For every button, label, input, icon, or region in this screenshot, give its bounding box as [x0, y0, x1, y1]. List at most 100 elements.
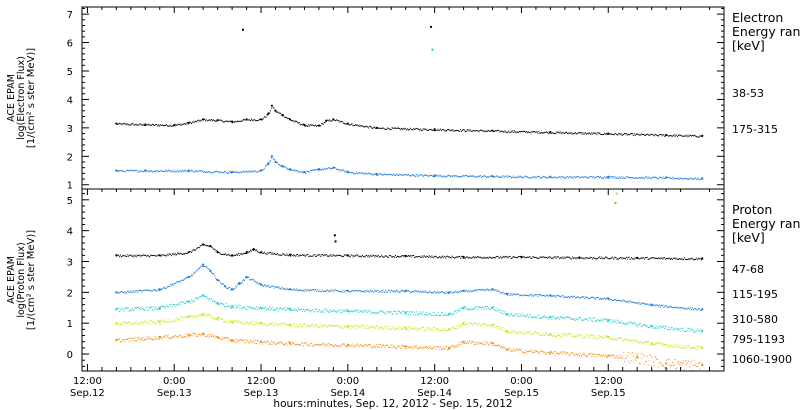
trace-dot: [426, 311, 428, 313]
trace-dot: [249, 171, 251, 173]
trace-dot: [341, 327, 343, 329]
trace-dot: [289, 118, 291, 120]
trace-dot: [660, 325, 662, 327]
trace-dot: [327, 326, 329, 328]
trace-dot: [468, 130, 470, 132]
trace-dot: [468, 291, 470, 293]
trace-dot: [131, 337, 133, 339]
trace-dot: [362, 325, 364, 327]
trace-dot: [693, 330, 695, 332]
trace-dot: [435, 291, 437, 293]
trace-dot: [552, 132, 554, 134]
trace-dot: [511, 332, 513, 334]
trace-dot: [688, 307, 690, 309]
trace-dot: [119, 323, 121, 325]
trace-dot: [295, 309, 297, 311]
trace-dot: [161, 124, 163, 126]
trace-dot: [531, 317, 533, 319]
trace-dot: [342, 255, 344, 257]
trace-dot: [574, 297, 576, 299]
trace-dot: [615, 257, 617, 259]
trace-dot: [627, 339, 629, 341]
trace-dot: [624, 324, 626, 326]
trace-dot: [402, 174, 404, 176]
trace-dot: [296, 309, 298, 311]
trace-dot: [474, 176, 476, 178]
trace-dot: [678, 134, 680, 136]
trace-dot: [471, 340, 473, 342]
trace-dot: [674, 258, 676, 260]
trace-dot: [373, 173, 375, 175]
trace-dot: [140, 307, 142, 309]
trace-dot: [591, 257, 593, 259]
trace-dot: [631, 301, 633, 303]
trace-dot: [454, 345, 456, 347]
trace-dot: [429, 345, 431, 347]
trace-dot: [223, 121, 225, 123]
trace-dot: [673, 307, 675, 309]
trace-dot: [460, 341, 462, 343]
trace-dot: [288, 117, 290, 119]
trace-dot: [441, 175, 443, 177]
trace-dot: [558, 295, 560, 297]
trace-dot: [207, 120, 209, 122]
trace-dot: [362, 324, 364, 326]
trace-dot: [171, 171, 173, 173]
trace-dot: [617, 258, 619, 260]
trace-dot: [488, 325, 490, 327]
trace-dot: [379, 311, 381, 313]
trace-dot: [422, 347, 424, 349]
trace-dot: [425, 128, 427, 130]
trace-dot: [395, 173, 397, 175]
trace-dot: [454, 346, 456, 348]
trace-dot: [276, 324, 278, 326]
trace-dot: [243, 342, 245, 344]
trace-dot: [489, 289, 491, 291]
trace-dot: [335, 311, 337, 313]
trace-dot: [552, 335, 554, 337]
trace-dot: [158, 307, 160, 309]
trace-dot: [424, 313, 426, 315]
trace-dot: [270, 285, 272, 287]
trace-dot: [126, 254, 128, 256]
trace-dot: [275, 286, 277, 288]
trace-dot: [666, 177, 668, 179]
trace-dot: [660, 304, 662, 306]
trace-dot: [240, 282, 242, 284]
trace-dot: [248, 342, 250, 344]
trace-dot: [258, 251, 260, 253]
trace-dot: [365, 172, 367, 174]
trace-dot: [598, 176, 600, 178]
trace-dot: [395, 174, 397, 176]
trace-dot: [366, 254, 368, 256]
trace-dot: [307, 171, 309, 173]
trace-dot: [421, 129, 423, 131]
trace-dot: [449, 312, 451, 314]
trace-dot: [595, 258, 597, 260]
trace-dot: [672, 257, 674, 259]
trace-dot: [191, 299, 193, 301]
trace-dot: [605, 335, 607, 337]
trace-dot: [564, 296, 566, 298]
trace-dot: [170, 337, 172, 339]
trace-dot: [576, 133, 578, 135]
trace-dot: [429, 175, 431, 177]
trace-dot: [528, 132, 530, 134]
trace-dot: [255, 171, 257, 173]
trace-dot: [176, 171, 178, 173]
trace-dot: [190, 276, 192, 278]
trace-dot: [154, 323, 156, 325]
trace-dot: [168, 338, 170, 340]
trace-dot: [334, 120, 336, 122]
trace-dot: [335, 168, 337, 170]
trace-dot: [630, 258, 632, 260]
trace-dot: [193, 249, 195, 251]
trace-dot: [278, 254, 280, 256]
trace-dot: [498, 344, 500, 346]
trace-dot: [243, 339, 245, 341]
trace-dot: [131, 323, 133, 325]
trace-dot: [444, 329, 446, 331]
trace-dot: [121, 308, 123, 310]
trace-dot: [142, 323, 144, 325]
trace-dot: [324, 344, 326, 346]
